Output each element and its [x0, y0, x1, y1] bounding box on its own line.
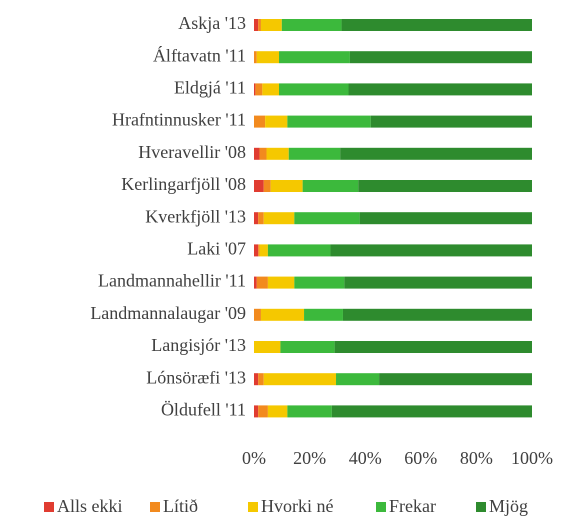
bar-segment [379, 373, 532, 386]
bar-segment [259, 244, 268, 257]
bar-segment [256, 276, 268, 289]
y-tick-label: Laki '07 [187, 239, 246, 259]
bar-segment [266, 147, 289, 160]
bar-segment [359, 212, 532, 225]
bar-segment [349, 51, 532, 64]
bar-segment [258, 19, 261, 31]
y-tick-label: Hveravellir '08 [138, 142, 246, 162]
bar-segment [287, 115, 371, 128]
bar-segment [260, 308, 305, 321]
bar-segment [254, 341, 281, 353]
legend-label: Alls ekki [57, 496, 123, 516]
bar-segment [279, 83, 349, 96]
legend-swatch [248, 502, 258, 512]
bar-segment [259, 147, 267, 160]
bar-segment [258, 373, 264, 386]
y-tick-label: Langisjór '13 [151, 335, 246, 355]
bar-segment [254, 180, 264, 192]
bar-segment [344, 276, 532, 289]
bar-segment [254, 115, 266, 128]
bar-segment [342, 308, 532, 321]
y-tick-label: Landmannahellir '11 [98, 271, 246, 291]
bar-segment [254, 373, 259, 386]
legend-swatch [44, 502, 54, 512]
x-tick-label: 100% [511, 448, 553, 468]
legend-label: Mjög [489, 496, 528, 516]
bar-segment [256, 51, 280, 64]
y-tick-label: Hrafntinnusker '11 [112, 110, 246, 130]
bar-segment [348, 83, 532, 96]
bar-segment [258, 244, 260, 257]
bar-segment [254, 147, 260, 160]
bar-segment [267, 276, 295, 289]
y-tick-label: Kverkfjöll '13 [145, 206, 246, 226]
bar-segment [358, 180, 532, 192]
legend-swatch [476, 502, 486, 512]
bar-segment [330, 244, 532, 257]
y-tick-label: Álftavatn '11 [153, 44, 246, 65]
bar-segment [341, 19, 532, 31]
bar-segment [258, 405, 268, 418]
bar-segment [340, 147, 532, 160]
bar-segment [254, 244, 259, 257]
y-tick-label: Öldufell '11 [161, 400, 246, 420]
bar-segment [254, 83, 256, 96]
bar-segment [267, 405, 288, 418]
bar-segment [267, 244, 331, 257]
bar-segment [254, 405, 259, 418]
y-tick-label: Landmannalaugar '09 [90, 303, 246, 323]
bar-segment [294, 212, 360, 225]
bar-segment [370, 115, 532, 128]
bar-segment [280, 341, 335, 353]
bar-segment [336, 373, 380, 386]
bar-segment [304, 308, 343, 321]
bar-segment [331, 405, 532, 418]
bar-segment [334, 341, 532, 353]
bar-segment [294, 276, 345, 289]
bar-segment [254, 51, 257, 64]
bar-segment [262, 83, 280, 96]
legend-label: Lítið [163, 496, 198, 516]
y-tick-label: Lónsöræfi '13 [146, 367, 246, 387]
x-tick-label: 0% [242, 448, 266, 468]
bar-segment [258, 212, 264, 225]
x-tick-label: 40% [349, 448, 382, 468]
legend-swatch [150, 502, 160, 512]
legend-label: Hvorki né [261, 496, 333, 516]
y-tick-label: Askja '13 [178, 13, 246, 33]
bar-segment [302, 180, 359, 192]
bar-segment [263, 373, 337, 386]
legend-swatch [376, 502, 386, 512]
bar-segment [263, 212, 295, 225]
legend-label: Frekar [389, 496, 436, 516]
x-tick-label: 80% [460, 448, 493, 468]
y-tick-label: Eldgjá '11 [174, 78, 246, 98]
bar-segment [254, 276, 257, 289]
bar-segment [279, 51, 350, 64]
bar-segment [260, 19, 282, 31]
bar-segment [270, 180, 303, 192]
bar-segment [265, 115, 288, 128]
bar-segment [281, 19, 342, 31]
bar-segment [254, 19, 259, 31]
bar-segment [288, 147, 341, 160]
x-tick-label: 20% [293, 448, 326, 468]
bar-segment [255, 83, 263, 96]
x-tick-label: 60% [404, 448, 437, 468]
bar-segment [254, 308, 261, 321]
bar-segment [263, 180, 271, 192]
y-tick-label: Kerlingarfjöll '08 [121, 174, 246, 194]
bar-segment [254, 212, 259, 225]
bar-segment [287, 405, 332, 418]
